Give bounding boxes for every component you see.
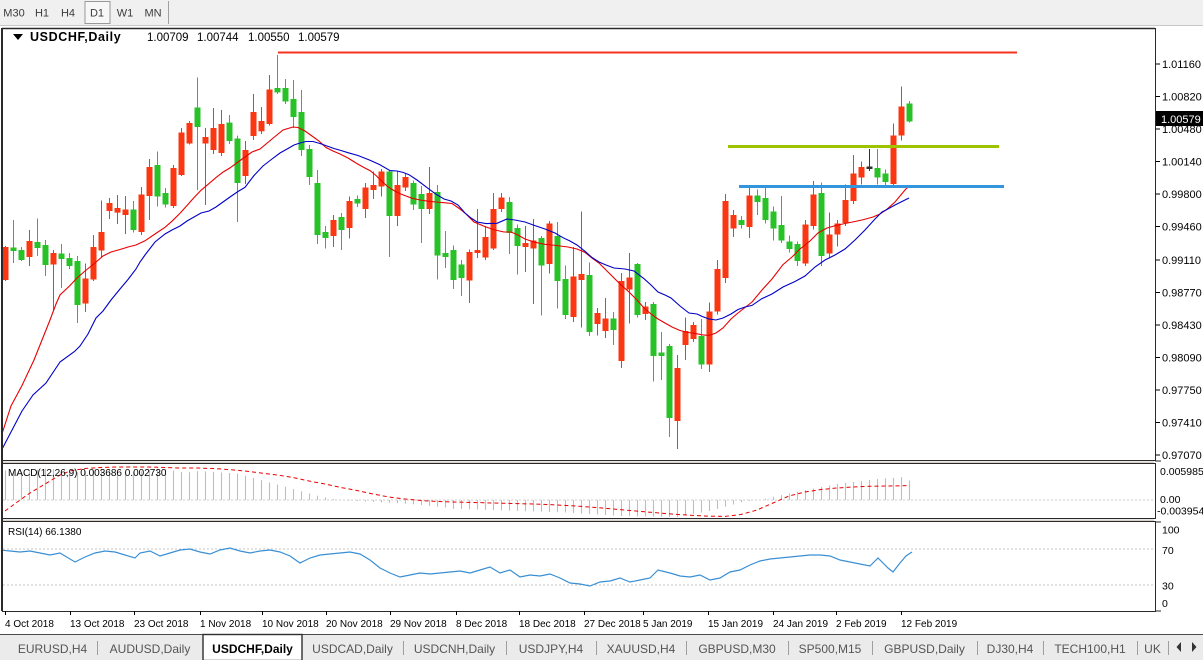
svg-text:MACD(12,26,9) 0.003686 0.00273: MACD(12,26,9) 0.003686 0.002730 (8, 468, 167, 479)
svg-text:MN: MN (144, 8, 161, 20)
svg-text:0.97410: 0.97410 (1162, 418, 1202, 430)
svg-text:12 Feb 2019: 12 Feb 2019 (901, 619, 958, 630)
svg-text:TECH100,H1: TECH100,H1 (1054, 642, 1126, 656)
svg-text:1.00550: 1.00550 (248, 32, 290, 44)
svg-text:10 Nov 2018: 10 Nov 2018 (262, 619, 319, 630)
svg-text:5 Jan 2019: 5 Jan 2019 (643, 619, 693, 630)
svg-text:0.98430: 0.98430 (1162, 320, 1202, 332)
svg-text:UK: UK (1144, 642, 1161, 656)
svg-text:100: 100 (1162, 525, 1180, 537)
svg-text:0.99800: 0.99800 (1162, 189, 1202, 201)
svg-text:XAUUSD,H4: XAUUSD,H4 (607, 642, 676, 656)
svg-text:-0.003954: -0.003954 (1157, 506, 1203, 518)
svg-text:24 Jan 2019: 24 Jan 2019 (773, 619, 828, 630)
svg-text:13 Oct 2018: 13 Oct 2018 (70, 619, 125, 630)
svg-text:1.00744: 1.00744 (197, 32, 239, 44)
svg-text:23 Oct 2018: 23 Oct 2018 (134, 619, 189, 630)
svg-text:AUDUSD,Daily: AUDUSD,Daily (110, 642, 191, 656)
svg-text:8 Dec 2018: 8 Dec 2018 (456, 619, 508, 630)
svg-text:D1: D1 (90, 8, 104, 20)
svg-text:18 Dec 2018: 18 Dec 2018 (519, 619, 576, 630)
svg-text:2 Feb 2019: 2 Feb 2019 (836, 619, 887, 630)
svg-text:30: 30 (1162, 581, 1174, 593)
svg-text:1.00820: 1.00820 (1162, 92, 1202, 104)
svg-text:0.005985: 0.005985 (1160, 466, 1203, 478)
svg-text:1.01160: 1.01160 (1162, 59, 1201, 71)
svg-text:GBPUSD,M30: GBPUSD,M30 (698, 642, 776, 656)
svg-text:0: 0 (1162, 598, 1168, 610)
svg-text:20 Nov 2018: 20 Nov 2018 (326, 619, 383, 630)
svg-text:RSI(14) 66.1380: RSI(14) 66.1380 (8, 527, 82, 538)
svg-text:0.97750: 0.97750 (1162, 385, 1202, 397)
svg-text:W1: W1 (117, 8, 134, 20)
svg-text:1.00579: 1.00579 (298, 32, 340, 44)
svg-text:USDCHF,Daily: USDCHF,Daily (212, 642, 293, 656)
svg-text:27 Dec 2018: 27 Dec 2018 (584, 619, 641, 630)
svg-text:M30: M30 (3, 8, 24, 20)
svg-text:0.98090: 0.98090 (1162, 353, 1202, 365)
svg-text:USDJPY,H4: USDJPY,H4 (519, 642, 584, 656)
svg-text:15 Jan 2019: 15 Jan 2019 (708, 619, 763, 630)
svg-text:29 Nov 2018: 29 Nov 2018 (390, 619, 447, 630)
svg-text:0.99460: 0.99460 (1162, 222, 1202, 234)
svg-text:SP500,M15: SP500,M15 (799, 642, 862, 656)
svg-text:1.00579: 1.00579 (1161, 114, 1201, 126)
svg-text:H4: H4 (61, 8, 75, 20)
svg-text:4 Oct 2018: 4 Oct 2018 (5, 619, 54, 630)
svg-text:GBPUSD,Daily: GBPUSD,Daily (884, 642, 965, 656)
svg-text:1.00709: 1.00709 (147, 32, 189, 44)
svg-text:0.99110: 0.99110 (1162, 255, 1201, 267)
svg-text:USDCHF,Daily: USDCHF,Daily (30, 30, 121, 44)
svg-text:DJ30,H4: DJ30,H4 (987, 642, 1034, 656)
svg-text:1.00140: 1.00140 (1162, 157, 1202, 169)
svg-text:EURUSD,H4: EURUSD,H4 (18, 642, 88, 656)
svg-text:70: 70 (1162, 545, 1174, 557)
svg-text:0.97070: 0.97070 (1162, 450, 1202, 462)
svg-text:0.98770: 0.98770 (1162, 288, 1202, 300)
svg-text:1 Nov 2018: 1 Nov 2018 (200, 619, 252, 630)
svg-text:H1: H1 (35, 8, 49, 20)
svg-text:0.00: 0.00 (1160, 494, 1181, 506)
svg-text:USDCAD,Daily: USDCAD,Daily (312, 642, 393, 656)
svg-text:1.00480: 1.00480 (1162, 124, 1202, 136)
svg-text:USDCNH,Daily: USDCNH,Daily (414, 642, 495, 656)
